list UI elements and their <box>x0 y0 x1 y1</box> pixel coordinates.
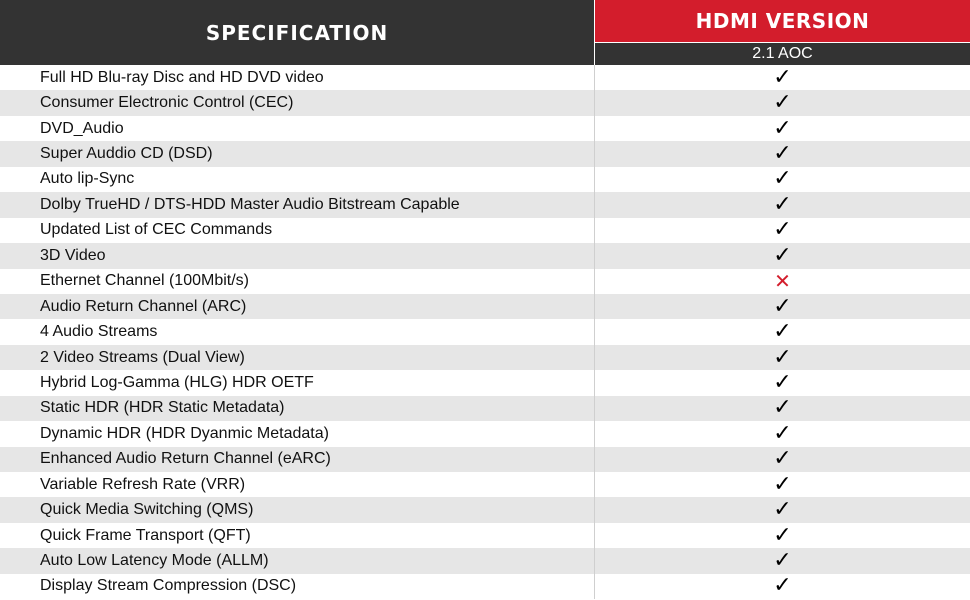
table-row: Auto lip-Sync ✓ <box>0 166 970 193</box>
table-row: Variable Refresh Rate (VRR) ✓ <box>0 472 970 498</box>
check-icon: ✓ <box>773 319 792 345</box>
support-cell: ✕ <box>595 269 970 294</box>
check-icon: ✓ <box>773 446 792 472</box>
cross-icon: ✕ <box>774 269 791 294</box>
check-icon: ✓ <box>773 369 792 395</box>
feature-label: Static HDR (HDR Static Metadata) <box>0 395 595 422</box>
support-cell: ✓ <box>595 472 970 497</box>
check-icon: ✓ <box>773 141 792 167</box>
table-row: Consumer Electronic Control (CEC) ✓ <box>0 90 970 116</box>
table-row: Static HDR (HDR Static Metadata) ✓ <box>0 395 970 422</box>
support-cell: ✓ <box>595 345 970 370</box>
feature-label: 2 Video Streams (Dual View) <box>0 344 595 371</box>
support-cell: ✓ <box>595 243 970 268</box>
support-cell: ✓ <box>595 396 970 421</box>
feature-label: 4 Audio Streams <box>0 319 595 345</box>
table-row: 4 Audio Streams ✓ <box>0 319 970 345</box>
table-row: Dynamic HDR (HDR Dyanmic Metadata) ✓ <box>0 421 970 447</box>
table-row: Quick Media Switching (QMS) ✓ <box>0 497 970 523</box>
feature-label: Variable Refresh Rate (VRR) <box>0 472 595 498</box>
check-icon: ✓ <box>773 344 792 370</box>
version-column-header: HDMI VERSION 2.1 AOC <box>595 0 970 65</box>
table-row: Updated List of CEC Commands ✓ <box>0 217 970 244</box>
table-row: 2 Video Streams (Dual View) ✓ <box>0 344 970 371</box>
table-row: Enhanced Audio Return Channel (eARC) ✓ <box>0 446 970 472</box>
check-icon: ✓ <box>773 90 792 116</box>
table-row: DVD_Audio ✓ <box>0 115 970 142</box>
table-header: SPECIFICATION HDMI VERSION 2.1 AOC <box>0 0 970 65</box>
check-icon: ✓ <box>773 115 792 141</box>
table-row: Full HD Blu-ray Disc and HD DVD video ✓ <box>0 65 970 91</box>
check-icon: ✓ <box>773 573 792 599</box>
table-row: Ethernet Channel (100Mbit/s) ✕ <box>0 268 970 294</box>
table-row: Auto Low Latency Mode (ALLM) ✓ <box>0 548 970 574</box>
feature-label: Hybrid Log-Gamma (HLG) HDR OETF <box>0 370 595 396</box>
table-row: Audio Return Channel (ARC) ✓ <box>0 293 970 320</box>
check-icon: ✓ <box>773 191 792 217</box>
check-icon: ✓ <box>773 242 792 268</box>
check-icon: ✓ <box>773 166 792 192</box>
support-cell: ✓ <box>595 192 970 217</box>
table-row: Super Auddio CD (DSD) ✓ <box>0 141 970 167</box>
table-body: Full HD Blu-ray Disc and HD DVD video ✓ Co… <box>0 65 970 600</box>
support-cell: ✓ <box>595 294 970 319</box>
feature-label: Quick Frame Transport (QFT) <box>0 522 595 549</box>
feature-label: Auto lip-Sync <box>0 166 595 193</box>
feature-label: Ethernet Channel (100Mbit/s) <box>0 268 595 294</box>
feature-label: Dolby TrueHD / DTS-HDD Master Audio Bits… <box>0 192 595 218</box>
table-row: 3D Video ✓ <box>0 243 970 269</box>
check-icon: ✓ <box>773 548 792 574</box>
feature-label: Audio Return Channel (ARC) <box>0 293 595 320</box>
support-cell: ✓ <box>595 497 970 522</box>
feature-label: Dynamic HDR (HDR Dyanmic Metadata) <box>0 421 595 447</box>
support-cell: ✓ <box>595 370 970 395</box>
spec-column-header: SPECIFICATION <box>0 0 595 65</box>
check-icon: ✓ <box>773 217 792 243</box>
version-subtitle: 2.1 AOC <box>595 42 970 65</box>
feature-label: Full HD Blu-ray Disc and HD DVD video <box>0 65 595 91</box>
support-cell: ✓ <box>595 319 970 344</box>
check-icon: ✓ <box>773 64 792 90</box>
table-row: Dolby TrueHD / DTS-HDD Master Audio Bits… <box>0 192 970 218</box>
support-cell: ✓ <box>595 167 970 192</box>
support-cell: ✓ <box>595 574 970 599</box>
feature-label: Auto Low Latency Mode (ALLM) <box>0 548 595 574</box>
check-icon: ✓ <box>773 395 792 421</box>
support-cell: ✓ <box>595 447 970 472</box>
table-row: Quick Frame Transport (QFT) ✓ <box>0 522 970 549</box>
support-cell: ✓ <box>595 548 970 573</box>
check-icon: ✓ <box>773 420 792 446</box>
support-cell: ✓ <box>595 116 970 141</box>
table-row: Hybrid Log-Gamma (HLG) HDR OETF ✓ <box>0 370 970 396</box>
table-row: Display Stream Compression (DSC) ✓ <box>0 573 970 600</box>
support-cell: ✓ <box>595 523 970 548</box>
support-cell: ✓ <box>595 218 970 243</box>
feature-label: 3D Video <box>0 243 595 269</box>
version-title: HDMI VERSION <box>595 0 970 42</box>
support-cell: ✓ <box>595 90 970 115</box>
check-icon: ✓ <box>773 497 792 523</box>
check-icon: ✓ <box>773 471 792 497</box>
feature-label: Super Auddio CD (DSD) <box>0 141 595 167</box>
support-cell: ✓ <box>595 421 970 446</box>
support-cell: ✓ <box>595 65 970 90</box>
check-icon: ✓ <box>773 522 792 548</box>
support-cell: ✓ <box>595 141 970 166</box>
feature-label: Quick Media Switching (QMS) <box>0 497 595 523</box>
feature-label: Updated List of CEC Commands <box>0 217 595 244</box>
check-icon: ✓ <box>773 293 792 319</box>
feature-label: DVD_Audio <box>0 115 595 142</box>
feature-label: Enhanced Audio Return Channel (eARC) <box>0 446 595 472</box>
feature-label: Display Stream Compression (DSC) <box>0 573 595 600</box>
feature-label: Consumer Electronic Control (CEC) <box>0 90 595 116</box>
